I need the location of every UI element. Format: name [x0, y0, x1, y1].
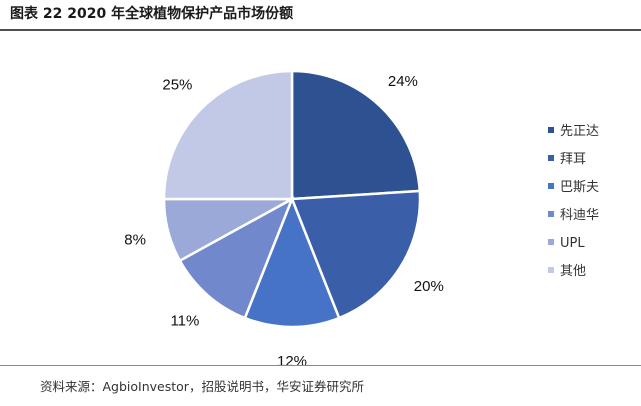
legend-label-5: UPL: [560, 236, 585, 251]
legend-label-6: 其他: [560, 264, 586, 279]
data-label-3: 12%: [277, 353, 307, 370]
legend-swatch-2: [548, 155, 554, 161]
legend-swatch-5: [548, 239, 554, 245]
data-label-5: 8%: [124, 231, 146, 248]
data-label-2: 20%: [414, 278, 444, 295]
pie-slice-3: [243, 195, 341, 329]
legend-label-3: 巴斯夫: [560, 180, 599, 195]
top-rule: [0, 29, 641, 31]
pie-slice-4: [178, 196, 295, 320]
data-label-6: 25%: [162, 76, 192, 93]
pie-slices: [162, 69, 422, 329]
legend-label-4: 科迪华: [560, 208, 599, 223]
legend-swatch-6: [548, 267, 554, 273]
legend-swatch-3: [548, 183, 554, 189]
legend-label-2: 拜耳: [560, 152, 586, 167]
bottom-rule: [0, 365, 641, 366]
pie-slice-6: [162, 69, 294, 201]
chart-title: 图表 22 2020 年全球植物保护产品市场份额: [10, 6, 294, 22]
pie-slice-2: [290, 189, 422, 320]
data-label-1: 24%: [388, 73, 418, 90]
legend-swatch-4: [548, 211, 554, 217]
legend-swatch-1: [548, 127, 554, 133]
data-label-4: 11%: [170, 313, 199, 330]
legend-label-1: 先正达: [560, 124, 599, 139]
source-note: 资料来源：AgbioInvestor，招股说明书，华安证券研究所: [40, 379, 364, 394]
pie-slice-1: [290, 69, 422, 201]
